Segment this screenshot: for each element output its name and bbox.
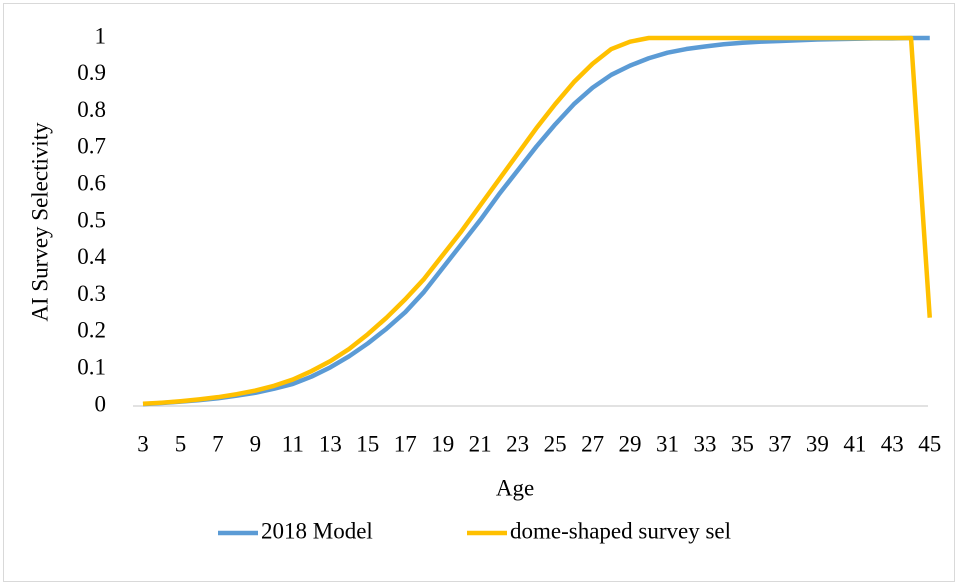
legend-label: 2018 Model [261,518,373,543]
x-tick-label: 7 [212,431,224,456]
y-tick-label: 1 [95,23,107,48]
x-tick-label: 31 [656,431,679,456]
y-tick-label: 0.4 [77,244,106,269]
x-tick-label: 37 [768,431,791,456]
x-tick-label: 43 [881,431,904,456]
x-tick-label: 23 [506,431,529,456]
y-tick-label: 0.6 [77,170,106,195]
series-line [142,35,933,407]
x-tick-label: 29 [619,431,642,456]
x-tick-label: 9 [250,431,262,456]
x-tick-label: 39 [806,431,829,456]
y-tick-label: 0.9 [77,60,106,85]
x-tick-label: 5 [175,431,187,456]
legend-label: dome-shaped survey sel [510,518,731,543]
x-tick-label: 35 [731,431,754,456]
y-tick-label: 0.5 [77,207,106,232]
y-tick-label: 0.2 [77,318,106,343]
x-tick-label: 13 [319,431,342,456]
x-tick-label: 19 [431,431,454,456]
y-axis-title: AI Survey Selectivity [27,122,52,322]
y-tick-label: 0.1 [77,354,106,379]
x-tick-label: 3 [137,431,149,456]
x-tick-label: 15 [356,431,379,456]
x-tick-label: 27 [581,431,604,456]
x-tick-label: 33 [693,431,716,456]
y-tick-label: 0 [95,391,107,416]
y-tick-label: 0.3 [77,281,106,306]
x-tick-label: 41 [843,431,866,456]
x-tick-label: 17 [394,431,417,456]
y-tick-label: 0.8 [77,97,106,122]
x-tick-label: 21 [469,431,492,456]
x-tick-label: 45 [918,431,941,456]
x-axis-title: Age [496,475,534,500]
chart-frame [3,3,955,582]
x-tick-label: 25 [544,431,567,456]
x-tick-label: 11 [282,431,304,456]
y-tick-label: 0.7 [77,134,106,159]
